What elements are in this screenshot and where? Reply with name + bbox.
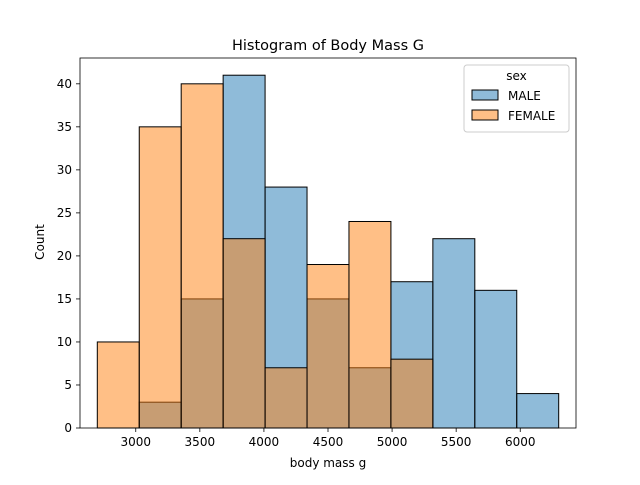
y-tick-label: 30 [57, 163, 72, 177]
legend-label-male: MALE [508, 89, 541, 103]
bar-female-7 [390, 358, 434, 429]
y-tick-label: 20 [57, 249, 72, 263]
bar-female-4 [264, 367, 308, 429]
x-tick-label: 3000 [120, 435, 151, 449]
legend: sex MALE FEMALE [463, 64, 570, 133]
y-tick-label: 10 [57, 335, 72, 349]
bar-female-6 [348, 220, 392, 429]
y-tick-label: 15 [57, 292, 72, 306]
bar-female-5 [306, 264, 350, 429]
x-tick-label: 3500 [185, 435, 216, 449]
y-axis-title: Count [33, 224, 47, 260]
x-tick-label: 4000 [249, 435, 280, 449]
bars-layer [96, 74, 560, 429]
bar-female-0 [96, 341, 140, 429]
bar-female-3 [222, 238, 266, 429]
x-axis-title: body mass g [290, 456, 366, 470]
x-tick-label: 4500 [313, 435, 344, 449]
legend-swatch-male [471, 89, 499, 101]
y-tick-label: 35 [57, 120, 72, 134]
legend-swatch-female [471, 109, 499, 121]
chart-title: Histogram of Body Mass G [232, 38, 424, 54]
series-female [96, 83, 434, 429]
y-tick-label: 0 [64, 421, 72, 435]
y-tick-label: 40 [57, 77, 72, 91]
bar-male-8 [432, 238, 476, 429]
bar-male-9 [474, 289, 518, 429]
bar-female-1 [138, 126, 182, 429]
x-tick-label: 5500 [441, 435, 472, 449]
x-tick-label: 5000 [377, 435, 408, 449]
bar-female-2 [180, 83, 224, 429]
y-tick-label: 5 [64, 378, 72, 392]
legend-label-female: FEMALE [508, 109, 555, 123]
bar-male-10 [516, 393, 560, 429]
x-tick-label: 6000 [505, 435, 536, 449]
y-tick-label: 25 [57, 206, 72, 220]
legend-title: sex [506, 69, 527, 83]
axes-layer: 3000 3500 4000 4500 5000 5500 6000 0 5 10 15 20 25 30… [57, 57, 577, 449]
